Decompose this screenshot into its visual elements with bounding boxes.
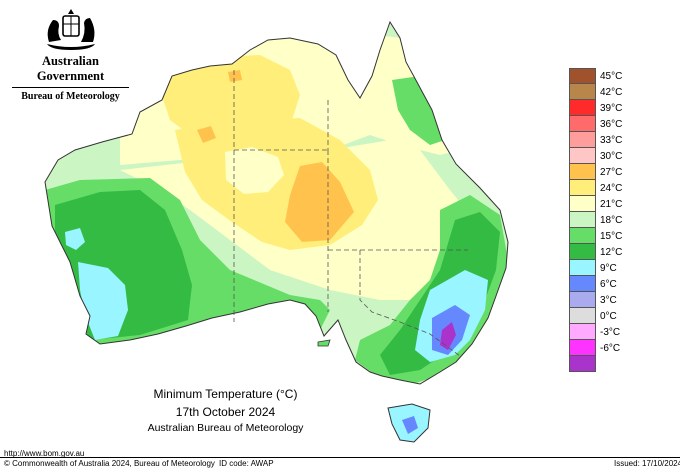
legend-swatch	[569, 308, 596, 324]
legend-entry: 24°C	[569, 180, 622, 196]
legend-entry: 12°C	[569, 244, 622, 260]
legend-label: 30°C	[600, 150, 623, 162]
legend-label: 6°C	[600, 278, 617, 290]
government-title: Australian Government	[36, 54, 105, 83]
legend-swatch	[569, 292, 596, 308]
legend-entry: 9°C	[569, 260, 622, 276]
legend-swatch	[569, 260, 596, 276]
legend-swatch	[569, 180, 596, 196]
legend-swatch	[569, 244, 596, 260]
legend-label: -3°C	[600, 326, 621, 338]
id-code: ID code: AWAP	[219, 459, 274, 468]
coat-of-arms-icon	[46, 9, 95, 50]
legend-swatch	[569, 196, 596, 212]
legend-swatch	[569, 132, 596, 148]
issued-date: Issued: 17/10/2024	[614, 459, 680, 468]
header-divider	[12, 87, 129, 88]
temperature-legend: 45°C 42°C 39°C 36°C 33°C 30°C 27°C 24°C 21°C 18°C…	[569, 68, 622, 372]
legend-entry: 45°C	[569, 68, 622, 84]
legend-swatch	[569, 340, 596, 356]
australia-mainland-outline	[44, 20, 509, 385]
legend-swatch	[569, 228, 596, 244]
legend-swatch	[569, 324, 596, 340]
legend-entry: -3°C	[569, 324, 622, 340]
legend-swatch	[569, 212, 596, 228]
legend-label: 0°C	[600, 310, 617, 322]
legend-swatch	[569, 276, 596, 292]
legend-entry: 42°C	[569, 84, 622, 100]
legend-entry: 27°C	[569, 164, 622, 180]
legend-swatch	[569, 148, 596, 164]
legend-swatch	[569, 356, 596, 372]
legend-entry: 21°C	[569, 196, 622, 212]
temperature-shading	[45, 22, 508, 384]
legend-entry: 3°C	[569, 292, 622, 308]
legend-label: -6°C	[600, 342, 621, 354]
legend-entry: 18°C	[569, 212, 622, 228]
legend-entry: 6°C	[569, 276, 622, 292]
tasmania	[387, 403, 431, 443]
legend-entry: 33°C	[569, 132, 622, 148]
legend-label: 27°C	[600, 166, 623, 178]
copyright-text: © Commonwealth of Australia 2024, Bureau…	[4, 459, 215, 468]
legend-label: 3°C	[600, 294, 617, 306]
legend-label: 45°C	[600, 70, 623, 82]
legend-label: 12°C	[600, 246, 623, 258]
legend-label: 21°C	[600, 198, 623, 210]
legend-entry: -6°C	[569, 340, 622, 356]
website-url[interactable]: http://www.bom.gov.au	[4, 449, 85, 458]
legend-entry: 39°C	[569, 100, 622, 116]
bureau-title: Bureau of Meteorology	[21, 91, 120, 102]
legend-entry: 30°C	[569, 148, 622, 164]
map-title: Minimum Temperature (°C)	[153, 387, 298, 401]
map-date: 17th October 2024	[175, 405, 276, 419]
kangaroo-island	[317, 339, 331, 347]
legend-swatch	[569, 164, 596, 180]
legend-entry	[569, 356, 622, 372]
legend-label: 33°C	[600, 134, 623, 146]
map-source: Australian Bureau of Meteorology	[147, 422, 304, 434]
legend-entry: 15°C	[569, 228, 622, 244]
header-block: Australian Government Bureau of Meteorol…	[8, 8, 133, 102]
legend-entry: 36°C	[569, 116, 622, 132]
legend-entry: 0°C	[569, 308, 622, 324]
state-borders	[233, 70, 468, 357]
legend-swatch	[569, 68, 596, 84]
legend-label: 42°C	[600, 86, 623, 98]
legend-swatch	[569, 100, 596, 116]
legend-swatch	[569, 84, 596, 100]
map-caption: Minimum Temperature (°C) 17th October 20…	[113, 387, 338, 434]
legend-swatch	[569, 116, 596, 132]
legend-label: 24°C	[600, 182, 623, 194]
legend-label: 18°C	[600, 214, 623, 226]
legend-label: 9°C	[600, 262, 617, 274]
legend-label: 39°C	[600, 102, 623, 114]
footer-divider	[0, 457, 680, 458]
legend-label: 36°C	[600, 118, 623, 130]
legend-label: 15°C	[600, 230, 623, 242]
